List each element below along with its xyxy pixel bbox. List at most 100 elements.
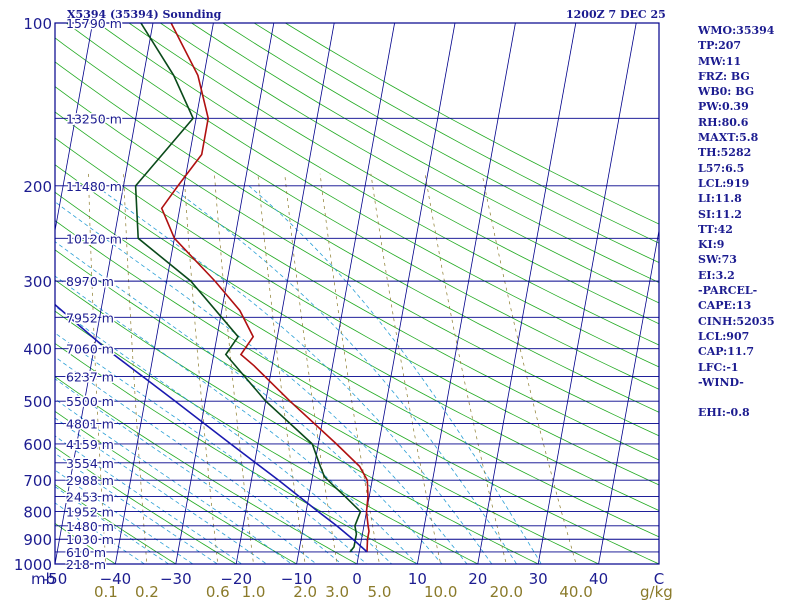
dry-adiabat	[55, 61, 659, 413]
dry-adiabat	[55, 484, 177, 564]
dry-adiabat	[97, 23, 659, 346]
dry-adiabat	[55, 446, 237, 564]
height-label: 10120 m	[66, 231, 122, 246]
mixing-ratio-line	[284, 173, 338, 564]
index-item: TP:207	[698, 39, 742, 53]
index-item: -WIND-	[698, 375, 744, 389]
index-item: MW:11	[698, 54, 742, 68]
index-item: CAP:11.7	[698, 345, 755, 359]
height-label: 8970 m	[66, 274, 114, 289]
dry-adiabat	[55, 279, 540, 564]
mixing-ratio-label: 0.1	[94, 583, 118, 600]
height-label: 7060 m	[66, 342, 114, 357]
dry-adiabat	[55, 249, 600, 564]
index-item: LCL:907	[698, 329, 750, 343]
height-label: 6237 m	[66, 369, 114, 384]
temperature-tick-label: 40	[589, 570, 608, 588]
index-item: KI:9	[698, 238, 725, 252]
index-item: L57:6.5	[698, 161, 745, 175]
index-item: CAPE:13	[698, 299, 752, 313]
indices-panel: WMO:35394 TP:207 MW:11 FRZ: BG WB0: BG PW:0.3…	[698, 23, 798, 421]
pressure-label: 100	[23, 15, 52, 33]
mixing-ratio-label: 10.0	[424, 583, 457, 600]
isotherm	[598, 228, 659, 564]
moist-adiabat	[55, 275, 418, 564]
height-label: 2453 m	[66, 489, 114, 504]
moist-adiabat	[55, 332, 368, 564]
isotherm	[235, 23, 335, 564]
temperature-tick-label: 30	[529, 570, 548, 588]
height-label: 5500 m	[66, 394, 114, 409]
dry-adiabat	[191, 23, 659, 283]
pressure-label: 600	[23, 436, 52, 454]
mixing-ratio-label: 40.0	[559, 583, 592, 600]
isotherm	[417, 23, 516, 564]
pressure-label: 1000	[14, 556, 52, 574]
temperature-tick-label: −30	[160, 570, 192, 588]
mixing-ratio-label: 5.0	[368, 583, 392, 600]
dry-adiabat	[222, 23, 659, 264]
mixing-ratio-label: 2.0	[293, 583, 317, 600]
isotherm	[55, 23, 154, 564]
height-label: 11480 m	[66, 179, 122, 194]
index-item: WB0: BG	[698, 85, 755, 99]
height-label: 4801 m	[66, 417, 114, 432]
pressure-label: 200	[23, 178, 52, 196]
moist-adiabat	[55, 417, 268, 564]
index-item: -PARCEL-	[698, 284, 758, 298]
moist-adiabat	[169, 185, 518, 564]
temperature-tick-label: 0	[352, 570, 362, 588]
dry-adiabat	[55, 310, 479, 564]
isotherm	[115, 23, 214, 564]
dewpoint-profile	[134, 23, 362, 553]
moist-adiabat	[248, 185, 542, 564]
temperature-tick-label: 20	[468, 570, 487, 588]
dry-adiabat	[55, 137, 659, 486]
mixing-ratio-label: 0.6	[206, 583, 230, 600]
mixing-ratio-label: 3.0	[325, 583, 349, 600]
station-title: X5394 (35394) Sounding	[67, 8, 222, 21]
temperature-unit-label: C	[654, 570, 664, 588]
mixing-ratio-line	[370, 173, 442, 564]
height-label: 15790 m	[66, 16, 122, 31]
moist-adiabat	[55, 201, 468, 564]
height-label: 2988 m	[66, 473, 114, 488]
index-item: FRZ: BG	[698, 69, 750, 83]
dry-adiabat	[55, 191, 659, 538]
height-label: 13250 m	[66, 111, 122, 126]
height-label: 7952 m	[66, 310, 114, 325]
height-label: 218 m	[66, 557, 106, 572]
pressure-label: 800	[23, 504, 52, 522]
dry-adiabat	[55, 37, 659, 390]
index-item: SW:73	[698, 253, 737, 267]
pressure-unit-label: mb	[31, 570, 55, 588]
index-item: MAXT:5.8	[698, 131, 759, 145]
temperature-tick-label: −20	[220, 570, 252, 588]
height-label: 610 m	[66, 545, 106, 560]
index-item: TH:5282	[698, 146, 752, 160]
temperature-profile	[160, 23, 370, 552]
index-item: CINH:52035	[698, 314, 775, 328]
pressure-label: 400	[23, 341, 52, 359]
pressure-label: 700	[23, 472, 52, 490]
dry-adiabat	[128, 23, 659, 325]
mixing-ratio-label: 1.0	[242, 583, 266, 600]
pressure-label: 500	[23, 393, 52, 411]
isotherm	[477, 23, 577, 564]
index-item: RH:80.6	[698, 115, 749, 129]
pressure-label: 300	[23, 273, 52, 291]
isotherm	[537, 23, 637, 564]
pressure-label: 900	[23, 531, 52, 549]
dry-adiabat	[160, 23, 659, 304]
index-item: LCL:919	[698, 176, 750, 190]
moist-adiabat	[55, 398, 293, 564]
index-item: TT:42	[698, 222, 733, 236]
index-item: EI:3.2	[698, 268, 735, 282]
mixing-ratio-label: 0.2	[135, 583, 159, 600]
index-item: SI:11.2	[698, 207, 742, 221]
index-item: LFC:-1	[698, 360, 739, 374]
index-item: LI:11.8	[698, 192, 742, 206]
dry-adiabat	[66, 23, 659, 368]
